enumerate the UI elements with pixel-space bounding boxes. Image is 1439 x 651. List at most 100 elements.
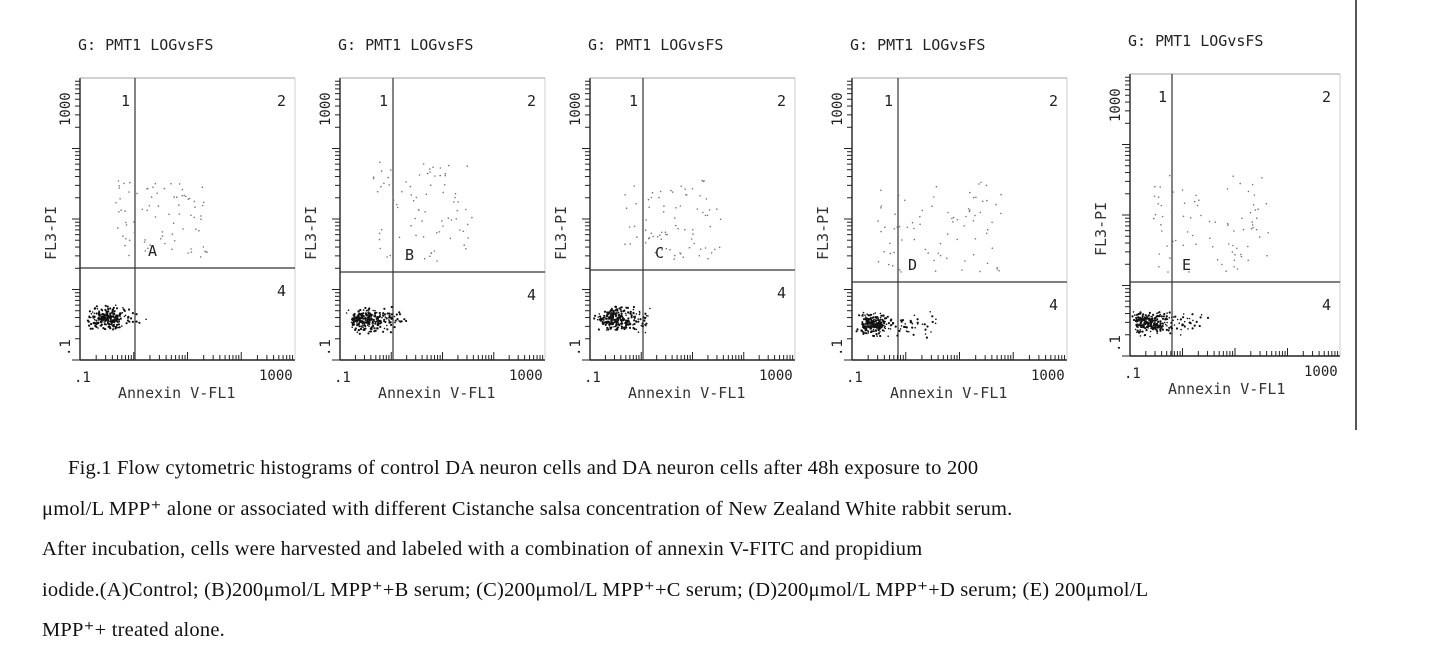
event-dot-sparse	[144, 239, 146, 241]
event-dot	[1169, 332, 1172, 335]
event-dot	[613, 325, 615, 328]
event-dot	[1166, 325, 1168, 327]
event-dot	[383, 320, 385, 323]
event-dot	[375, 317, 378, 320]
event-dot	[362, 324, 365, 327]
event-dot-sparse	[432, 166, 434, 168]
event-dot	[138, 321, 141, 324]
event-dot	[900, 320, 903, 323]
event-dot-sparse	[880, 207, 882, 209]
x-axis-title: Annexin V-FL1	[1168, 380, 1285, 398]
event-dot-sparse	[1195, 243, 1197, 246]
event-dot	[881, 329, 884, 332]
event-dot	[359, 320, 362, 324]
event-dot	[643, 319, 646, 322]
event-dot-sparse	[124, 210, 126, 212]
event-dot-sparse	[972, 253, 975, 256]
event-dot	[931, 320, 934, 324]
event-dot	[98, 317, 101, 320]
event-dot	[1170, 327, 1173, 330]
event-dot-sparse	[673, 217, 676, 219]
event-dot-sparse	[650, 196, 653, 199]
event-dot-sparse	[376, 190, 379, 193]
x-tick-label-min: .1	[334, 370, 351, 386]
event-dot	[106, 305, 109, 308]
event-dot-sparse	[661, 248, 663, 251]
event-dot-sparse	[1241, 217, 1243, 220]
event-dot-sparse	[901, 239, 903, 241]
event-dot	[875, 333, 878, 336]
event-dot	[113, 319, 116, 322]
event-dot	[872, 313, 875, 315]
event-dot-sparse	[467, 237, 470, 239]
event-dot	[370, 315, 373, 318]
y-tick-label-min: .1	[830, 339, 846, 356]
event-dot-sparse	[965, 215, 967, 218]
caption-text-1: Fig.1 Flow cytometric histograms of cont…	[68, 457, 979, 479]
event-dot-sparse	[679, 205, 682, 207]
x-tick-label-min: .1	[74, 370, 91, 386]
event-dot-sparse	[380, 228, 383, 231]
event-dot-sparse	[405, 258, 407, 261]
event-dot-sparse	[684, 228, 686, 231]
event-dot	[90, 322, 93, 326]
event-dot	[1156, 323, 1159, 326]
event-dot	[599, 315, 602, 318]
event-dot-sparse	[429, 168, 431, 170]
quadrant-2-label: 2	[1049, 92, 1058, 110]
event-dot	[869, 317, 872, 320]
event-dot	[390, 305, 393, 309]
event-dot-sparse	[685, 194, 688, 196]
event-dot-sparse	[664, 231, 667, 233]
event-dot-sparse	[636, 236, 638, 238]
event-dot-sparse	[465, 248, 467, 250]
event-dot-sparse	[897, 194, 900, 197]
event-dot	[882, 314, 885, 317]
event-dot	[1150, 315, 1152, 318]
event-dot	[602, 316, 605, 319]
event-dot	[1159, 329, 1162, 332]
event-dot	[1139, 316, 1142, 319]
event-dot	[1158, 311, 1161, 314]
plot-panel-c: G: PMT1 LOGvsFS 1 2 4 C .1 1000 .1 1000 Annexin V…	[552, 36, 796, 402]
event-dot	[1168, 311, 1171, 314]
event-dot	[374, 322, 377, 325]
event-dot-sparse	[415, 234, 417, 237]
event-dot	[383, 307, 386, 310]
event-dot-sparse	[429, 184, 432, 186]
event-dot-sparse	[1172, 191, 1174, 193]
event-dot	[1137, 331, 1140, 334]
event-dot	[862, 332, 865, 335]
event-dot-sparse	[118, 187, 121, 189]
event-dot	[119, 315, 121, 318]
event-dot	[367, 332, 370, 335]
panel-letter-label: B	[405, 246, 414, 264]
event-dot-sparse	[1247, 259, 1249, 262]
event-dot	[1161, 317, 1165, 320]
event-dot	[388, 314, 391, 317]
event-dot	[598, 318, 601, 321]
quadrant-2-label: 2	[277, 92, 286, 110]
event-dot-sparse	[422, 236, 425, 238]
event-dot	[612, 318, 615, 321]
event-dot-sparse	[939, 242, 942, 245]
event-dot	[1138, 324, 1140, 327]
event-dot	[98, 310, 100, 312]
event-dot-sparse	[1240, 253, 1242, 256]
event-dot	[1171, 316, 1173, 319]
event-dot	[106, 322, 109, 325]
event-dot	[1166, 312, 1168, 314]
event-dot-sparse	[1208, 220, 1211, 223]
event-dot	[876, 325, 879, 328]
event-dot	[361, 315, 363, 317]
event-dot-sparse	[633, 225, 636, 227]
event-dot-sparse	[968, 210, 971, 213]
event-dot	[626, 323, 630, 326]
event-dot	[877, 332, 881, 335]
event-dot	[614, 305, 617, 308]
event-dot	[886, 315, 889, 318]
y-axis-title: FL3-PI	[42, 206, 60, 260]
event-dot	[1163, 312, 1166, 316]
event-dot	[1179, 318, 1182, 321]
event-dot-sparse	[201, 186, 204, 188]
